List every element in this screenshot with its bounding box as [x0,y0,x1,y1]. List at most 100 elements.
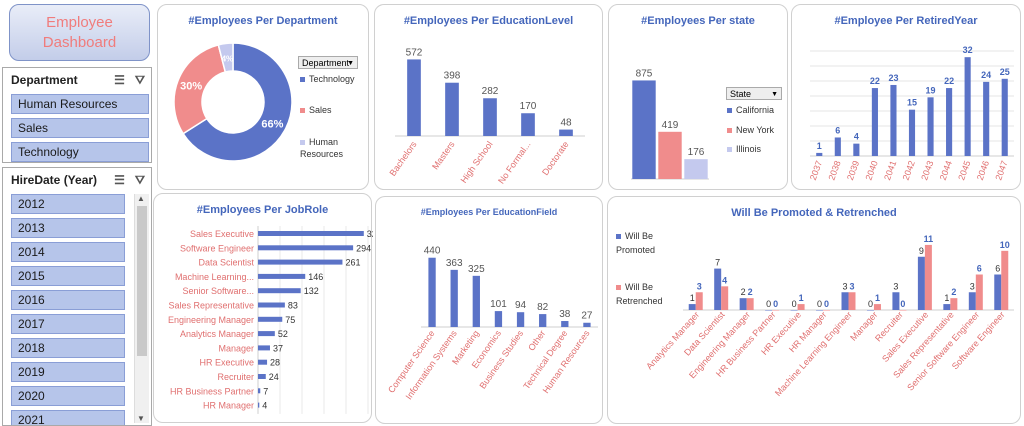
education-level-chart: 572 Bachelors 398 Masters 282 High School 170 N… [387,47,585,186]
tick-label: 2042 [901,159,917,181]
data-label: 146 [308,272,323,282]
data-label: 170 [520,101,537,112]
clear-filter-icon[interactable]: ⛛ [134,172,145,187]
hiredate-item-2020[interactable]: 2020 [11,386,125,406]
bar-2038 [834,137,841,156]
bar-retrenched-software-engineer [1001,250,1009,310]
hiredate-slicer: HireDate (Year) ☰ ⛛ 2012 2013 2014 2015 2016… [2,167,152,426]
bar-business-studies [516,312,525,327]
data-label: 4 [854,132,859,142]
data-label: 0 [773,299,778,309]
data-label: 52 [278,329,288,339]
state-legend-filter[interactable]: State ▼ [726,87,782,100]
bar-machine-learning- [258,273,306,279]
hiredate-item-2019[interactable]: 2019 [11,362,125,382]
data-label: 875 [636,68,653,79]
donut-slice-technology [182,42,293,162]
slice-label: 30% [180,80,202,92]
bar-other [539,314,547,327]
bar-2046 [983,81,990,156]
legend-swatch [727,147,732,153]
bar-2040 [871,88,878,156]
tick-label: Other [526,328,547,352]
tick-label: High School [459,139,495,184]
bar-senior-software- [258,288,301,294]
tick-label: Masters [430,139,457,171]
data-label: 48 [560,118,572,129]
legend-swatch [616,234,621,240]
tick-label: HR Business Partner [170,386,254,396]
legend-label: California [736,105,775,115]
bar-masters [445,82,459,136]
clear-filter-icon[interactable]: ⛛ [134,72,145,87]
department-slicer: Department ☰ ⛛ Human Resources Sales Tec… [2,67,152,163]
scroll-up-icon[interactable]: ▲ [137,194,145,203]
legend-item-technology: Technology [300,74,355,84]
legend-swatch [616,285,621,291]
hiredate-item-2018[interactable]: 2018 [11,338,125,358]
data-label: 440 [424,246,441,257]
department-slicer-title: Department [11,73,78,87]
legend-item-california: California [727,105,774,115]
bar-technical-degree [561,321,569,327]
bar-promoted-hr-executive [790,310,798,311]
slice-label: 66% [261,119,283,131]
department-item-technology[interactable]: Technology [11,142,149,162]
department-legend-filter[interactable]: Department ▼ [298,56,358,69]
bar-promoted-hr-business-partner [765,310,773,311]
scroll-down-icon[interactable]: ▼ [137,414,145,423]
bar-retrenched-data-scientist [721,286,729,310]
data-label: 27 [581,311,593,322]
data-label: 7 [263,386,268,396]
bar-promoted-engineering-manager [739,298,747,310]
tick-label: HR Executive [199,358,254,368]
tick-label: Manager [218,343,254,353]
tick-label: Machine Learning... [175,272,254,282]
data-label: 2 [748,287,753,297]
hiredate-item-2014[interactable]: 2014 [11,242,125,262]
data-label: 24 [981,70,991,80]
hiredate-item-2013[interactable]: 2013 [11,218,125,238]
bar-doctorate [559,129,573,136]
education-level-chart-card: #Employees Per EducationLevel 572 Bachelo… [374,4,603,190]
bar-recruiter [258,374,266,379]
data-label: 23 [888,73,898,83]
job-role-chart-title: #Employees Per JobRole [196,204,329,216]
data-label: 1 [690,293,695,303]
scrollbar-thumb[interactable] [137,206,147,356]
bar-data-scientist [258,259,343,265]
bar-promoted-machine-learning-engineer [841,292,849,310]
hiredate-item-2017[interactable]: 2017 [11,314,125,334]
department-item-sales[interactable]: Sales [11,118,149,138]
multi-select-icon[interactable]: ☰ [114,72,125,87]
bar-2047 [1001,78,1008,156]
multi-select-icon[interactable]: ☰ [114,172,125,187]
data-label: 327 [367,229,373,239]
data-label: 0 [792,299,797,309]
bar-promoted-sales-executive [917,256,925,310]
hiredate-item-2012[interactable]: 2012 [11,194,125,214]
bar-promoted-software-engineer [994,274,1002,310]
hiredate-item-2021[interactable]: 2021 [11,410,125,425]
legend-swatch [300,140,305,146]
legend-item-new-york: New York [727,125,774,135]
bar-hr-manager [258,402,260,408]
legend-swatch [300,108,305,114]
dashboard-title[interactable]: Employee Dashboard [9,4,150,61]
department-item-human-resources[interactable]: Human Resources [11,94,149,114]
dashboard-title-line1: Employee [46,13,113,31]
hiredate-item-2015[interactable]: 2015 [11,266,125,286]
legend-label: Will Be Promoted [616,231,656,255]
bar-marketing [472,275,480,327]
tick-label: HR Manager [203,401,254,411]
legend-item-promoted: Will Be Promoted [616,229,676,257]
data-label: 11 [924,234,934,244]
data-label: 24 [269,372,279,382]
hiredate-item-2016[interactable]: 2016 [11,290,125,310]
bar-retrenched-hr-manager [823,310,831,311]
bar-2041 [890,84,897,156]
data-label: 0 [868,299,873,309]
hiredate-scrollbar[interactable]: ▲ ▼ [134,194,149,423]
data-label: 419 [662,120,679,131]
